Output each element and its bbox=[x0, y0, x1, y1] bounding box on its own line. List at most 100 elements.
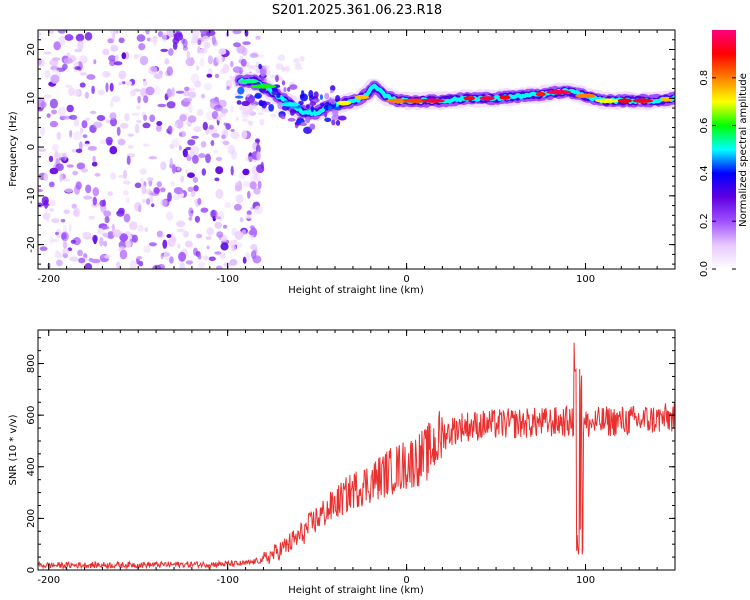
noise-blob bbox=[183, 90, 190, 97]
noise-blob bbox=[197, 46, 201, 54]
noise-blob bbox=[254, 205, 263, 215]
ridge-blob bbox=[235, 95, 244, 99]
noise-blob bbox=[226, 85, 231, 91]
noise-blob bbox=[190, 146, 200, 155]
ridge-hotspot bbox=[595, 98, 619, 103]
noise-blob bbox=[82, 143, 91, 147]
noise-blob bbox=[122, 180, 131, 185]
noise-blob bbox=[180, 175, 185, 183]
noise-blob bbox=[142, 122, 151, 129]
noise-blob bbox=[162, 239, 168, 249]
ridge-hotspot bbox=[239, 79, 259, 84]
noise-blob bbox=[49, 167, 59, 175]
noise-blob bbox=[40, 126, 46, 137]
noise-blob bbox=[88, 215, 96, 220]
noise-blob bbox=[109, 100, 114, 108]
noise-blob bbox=[184, 240, 193, 248]
ridge-blob bbox=[247, 95, 256, 104]
noise-blob bbox=[85, 184, 92, 194]
noise-blob bbox=[200, 141, 207, 148]
noise-blob bbox=[152, 38, 157, 47]
noise-blob bbox=[166, 101, 176, 109]
noise-blob bbox=[235, 117, 240, 121]
noise-blob bbox=[177, 244, 181, 249]
noise-blob bbox=[256, 151, 261, 161]
noise-blob bbox=[109, 112, 117, 121]
noise-blob bbox=[170, 181, 175, 186]
noise-blob bbox=[144, 227, 149, 233]
ridge-blob bbox=[289, 84, 298, 90]
y-tick-label: -10 bbox=[26, 188, 37, 204]
noise-blob bbox=[38, 188, 43, 193]
ridge-blob bbox=[303, 126, 313, 134]
noise-blob bbox=[136, 256, 143, 260]
noise-blob bbox=[87, 146, 97, 151]
x-tick-label: 100 bbox=[576, 274, 595, 285]
noise-blob bbox=[187, 103, 193, 114]
noise-blob bbox=[74, 66, 81, 70]
noise-blob bbox=[91, 85, 95, 95]
noise-blob bbox=[62, 241, 68, 249]
noise-blob bbox=[187, 139, 196, 146]
noise-blob bbox=[50, 74, 60, 84]
noise-blob bbox=[99, 236, 104, 247]
ridge-hotspot bbox=[632, 98, 654, 103]
noise-blob bbox=[79, 72, 88, 76]
noise-blob bbox=[43, 172, 49, 182]
noise-blob bbox=[216, 55, 224, 64]
noise-blob bbox=[229, 259, 238, 266]
noise-blob bbox=[259, 118, 265, 126]
spectrogram-frame bbox=[37, 29, 676, 270]
noise-blob bbox=[112, 32, 116, 42]
noise-blob bbox=[202, 35, 210, 42]
noise-blob bbox=[58, 157, 66, 161]
noise-blob bbox=[241, 229, 247, 235]
noise-blob bbox=[145, 188, 152, 195]
noise-blob bbox=[97, 228, 104, 234]
noise-blob bbox=[133, 88, 141, 92]
noise-blob bbox=[184, 86, 190, 92]
noise-blob bbox=[73, 119, 80, 127]
noise-blob bbox=[149, 114, 156, 123]
noise-blob bbox=[150, 66, 158, 72]
ridge-blob bbox=[276, 93, 281, 99]
noise-blob bbox=[113, 61, 123, 66]
ridge-hotspot bbox=[499, 95, 511, 100]
noise-blob bbox=[206, 30, 216, 36]
noise-blob bbox=[146, 177, 154, 182]
noise-blob bbox=[198, 261, 206, 269]
noise-blob bbox=[60, 231, 69, 242]
noise-blob bbox=[242, 256, 247, 264]
noise-blob bbox=[111, 223, 115, 232]
y-tick-label: 0 bbox=[26, 144, 37, 150]
noise-blob bbox=[103, 210, 112, 217]
ridge-blob bbox=[281, 80, 286, 86]
noise-blob bbox=[116, 126, 121, 136]
noise-blob bbox=[73, 209, 79, 217]
noise-blob bbox=[210, 209, 218, 219]
y-tick-label: 200 bbox=[26, 509, 37, 528]
noise-blob bbox=[51, 109, 57, 115]
noise-blob bbox=[196, 108, 204, 117]
ridge-blob bbox=[259, 68, 267, 77]
noise-blob bbox=[129, 260, 137, 269]
noise-blob bbox=[230, 129, 235, 132]
noise-blob bbox=[239, 217, 244, 223]
noise-blob bbox=[205, 111, 214, 121]
ridge-blob bbox=[275, 74, 279, 83]
noise-blob bbox=[48, 155, 54, 163]
noise-blob bbox=[251, 250, 257, 260]
noise-blob bbox=[119, 249, 128, 260]
y-tick-label: 400 bbox=[26, 457, 37, 476]
noise-blob bbox=[109, 59, 116, 67]
noise-blob bbox=[101, 225, 110, 230]
noise-blob bbox=[199, 30, 208, 34]
noise-blob bbox=[51, 144, 59, 152]
noise-blob bbox=[253, 173, 261, 182]
noise-blob bbox=[257, 180, 262, 190]
noise-blob bbox=[197, 198, 202, 205]
noise-blob bbox=[145, 86, 155, 96]
ridge-blob bbox=[306, 104, 311, 109]
noise-blob bbox=[140, 177, 144, 187]
noise-blob bbox=[256, 54, 265, 58]
